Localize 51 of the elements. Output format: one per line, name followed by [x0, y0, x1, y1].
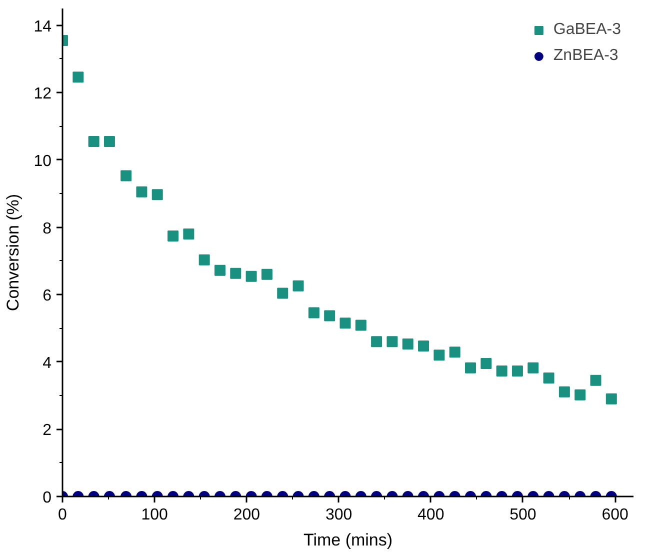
legend-label: GaBEA-3	[553, 21, 621, 39]
y-tick-label: 10	[34, 152, 52, 170]
point	[418, 340, 430, 352]
point	[574, 389, 586, 400]
x-tick-label: 100	[141, 506, 168, 524]
legend-label: ZnBEA-3	[553, 47, 618, 65]
point	[496, 365, 508, 376]
point	[214, 264, 226, 276]
y-tick-label: 12	[34, 86, 52, 103]
point	[120, 170, 132, 182]
point	[543, 372, 554, 384]
point	[402, 338, 414, 350]
y-tick-label: 14	[34, 18, 52, 36]
point	[558, 386, 570, 398]
point	[449, 346, 460, 358]
x-tick-label: 0	[58, 506, 68, 524]
x-tick-label: 400	[418, 506, 444, 524]
x-tick-label: 200	[233, 506, 260, 524]
point	[277, 288, 288, 299]
point	[512, 365, 523, 376]
point	[230, 268, 242, 279]
point	[371, 336, 382, 348]
point	[308, 307, 320, 318]
x-tick-label: 500	[510, 506, 536, 524]
y-tick-label: 8	[42, 220, 52, 238]
point	[434, 350, 445, 361]
point	[528, 362, 539, 374]
point	[386, 336, 398, 348]
y-axis-title: Conversion (%)	[4, 194, 23, 312]
point	[198, 254, 210, 266]
point	[246, 270, 257, 282]
point	[340, 318, 351, 329]
point	[183, 228, 194, 240]
point	[464, 362, 476, 374]
x-axis-title: Time (mins)	[303, 530, 393, 550]
point	[168, 230, 179, 242]
y-tick-label: 2	[42, 422, 52, 440]
x-tick-label: 600	[602, 506, 629, 524]
x-tick-label: 300	[325, 506, 352, 524]
y-tick-label: 6	[42, 288, 52, 305]
point	[261, 268, 272, 280]
point	[292, 280, 304, 292]
point	[324, 310, 336, 322]
y-tick-label: 4	[42, 354, 52, 372]
point	[152, 189, 163, 200]
y-tick-label: 0	[42, 490, 52, 506]
point	[606, 393, 617, 404]
point	[136, 186, 148, 198]
point	[480, 358, 492, 370]
point	[590, 374, 602, 386]
point	[355, 320, 366, 331]
